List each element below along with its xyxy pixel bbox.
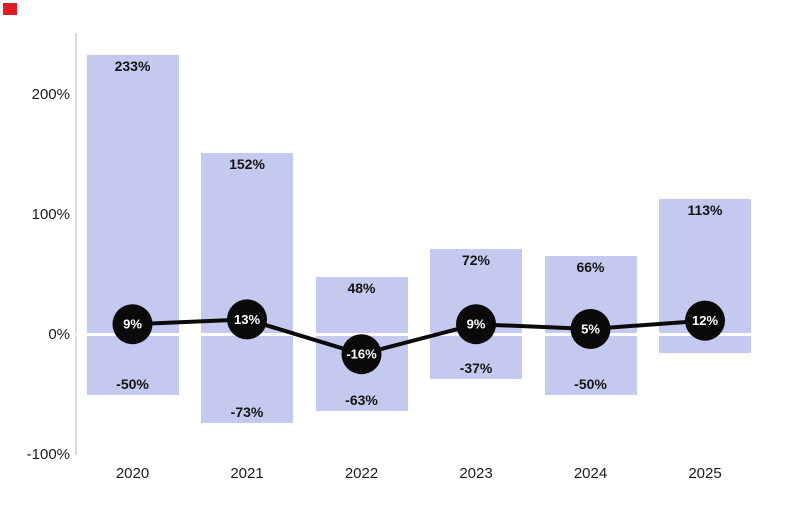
bar-high-label: 72%: [461, 251, 491, 268]
bar-low-label: -63%: [345, 391, 378, 408]
x-tick-label-2021: 2021: [230, 465, 264, 482]
bar-low-label: -50%: [116, 375, 149, 392]
range-bar-2022: 48% -63%: [315, 277, 408, 411]
bar-high-label: 233%: [114, 58, 151, 75]
bar-low-label: -73%: [230, 403, 264, 420]
bar-high-label: 152%: [229, 155, 265, 172]
x-tick-label-2024: 2024: [573, 465, 608, 482]
bar-high-label: 66%: [576, 258, 605, 275]
bar-low-label: -37%: [459, 360, 493, 377]
bar-low-label: -50%: [574, 375, 607, 392]
x-tick-label-2020: 2020: [115, 465, 150, 482]
red-corner-marker: [3, 3, 17, 15]
y-tick-label: 200%: [31, 86, 70, 103]
zero-gridline: [76, 333, 760, 336]
y-tick-label: 100%: [31, 206, 70, 223]
range-bar-2021: 152% -73%: [201, 152, 293, 423]
y-tick-label: -100%: [26, 446, 70, 463]
y-axis-line: [75, 33, 77, 455]
bar-high-label: 113%: [687, 202, 723, 219]
range-bar-2025: 113%: [659, 199, 751, 353]
y-tick-label: 0%: [48, 326, 70, 343]
x-tick-label-2023: 2023: [459, 465, 493, 482]
range-bar-2024: 66% -50%: [544, 255, 637, 395]
x-tick-label-2025: 2025: [688, 465, 722, 482]
range-bar-2023: 72% -37%: [430, 248, 522, 380]
x-tick-label-2022: 2022: [344, 465, 379, 482]
range-bar-2020: 233% -50%: [86, 55, 179, 395]
bar-high-label: 48%: [347, 280, 376, 297]
